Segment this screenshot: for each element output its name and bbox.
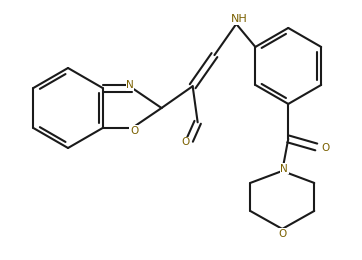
Text: O: O (278, 229, 286, 239)
Text: N: N (126, 80, 134, 90)
Text: O: O (321, 143, 329, 153)
Text: N: N (281, 164, 288, 174)
Text: O: O (182, 137, 190, 147)
Text: NH: NH (231, 14, 248, 24)
Text: O: O (130, 126, 138, 136)
